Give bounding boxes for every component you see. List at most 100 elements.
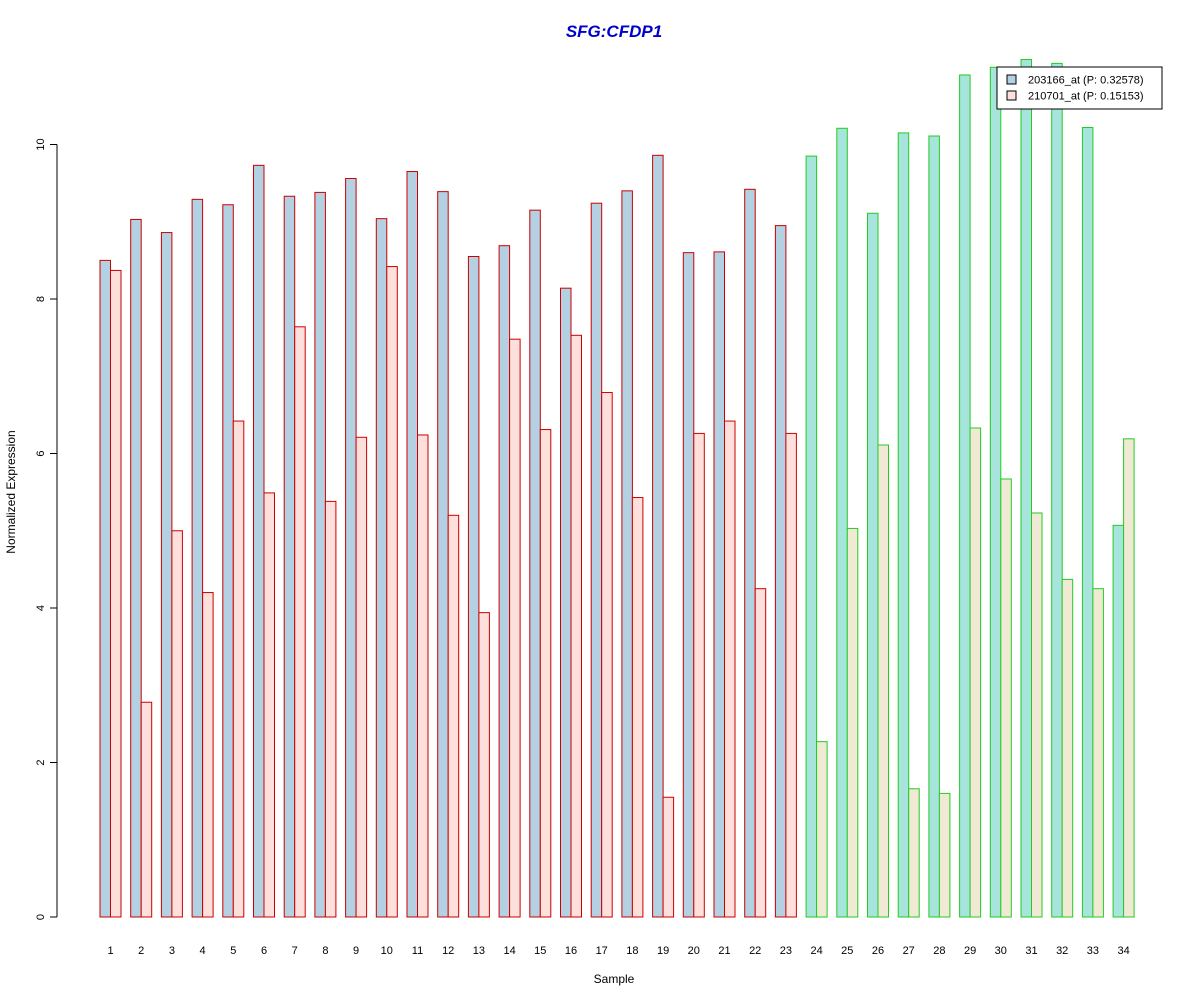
x-tick-label: 27 xyxy=(903,945,915,957)
bar-series2-sample-5 xyxy=(232,420,245,918)
bar-series1-sample-12 xyxy=(437,191,449,918)
bar-series2-sample-17 xyxy=(601,391,613,918)
bar-series1-sample-7 xyxy=(283,195,296,918)
bar-series1-sample-24 xyxy=(805,155,818,918)
bar-series2-sample-15 xyxy=(539,429,552,918)
legend-label-2: 210701_at (P: 0.15153) xyxy=(1028,91,1144,103)
x-tick-label: 21 xyxy=(718,945,730,957)
bar-series2-sample-13 xyxy=(478,612,490,918)
x-tick-label: 8 xyxy=(322,945,328,957)
y-tick-label: 0 xyxy=(35,914,47,920)
bar-series2-sample-19 xyxy=(662,796,675,918)
bar-series1-sample-17 xyxy=(590,202,603,918)
x-tick-label: 19 xyxy=(657,945,669,957)
x-tick-label: 9 xyxy=(353,945,359,957)
y-tick-label: 10 xyxy=(35,138,47,150)
y-tick-label: 2 xyxy=(35,759,47,765)
y-tick-label: 4 xyxy=(35,605,47,611)
bar-series2-sample-32 xyxy=(1061,578,1074,918)
bar-series2-sample-7 xyxy=(294,326,306,918)
bar-series1-sample-8 xyxy=(314,191,326,918)
x-tick-label: 34 xyxy=(1117,945,1129,957)
bar-series2-sample-22 xyxy=(754,588,767,918)
legend-swatch-1 xyxy=(1006,74,1017,85)
chart-title: SFG:CFDP1 xyxy=(566,22,662,41)
bar-series1-sample-2 xyxy=(130,218,142,918)
bar-series1-sample-31 xyxy=(1020,59,1032,918)
bar-series1-sample-9 xyxy=(345,177,357,918)
bar-series1-sample-34 xyxy=(1112,524,1125,918)
bar-series2-sample-34 xyxy=(1123,438,1135,918)
legend-box xyxy=(996,66,1163,110)
bar-series2-sample-18 xyxy=(631,497,644,918)
x-tick-label: 26 xyxy=(872,945,884,957)
x-tick-label: 18 xyxy=(626,945,638,957)
x-tick-label: 14 xyxy=(503,945,515,957)
legend-label-1: 203166_at (P: 0.32578) xyxy=(1028,75,1144,87)
x-tick-label: 1 xyxy=(107,945,113,957)
bar-series1-sample-29 xyxy=(959,74,971,918)
bar-series2-sample-30 xyxy=(1000,478,1012,918)
bar-series2-sample-2 xyxy=(140,701,153,918)
bar-series2-sample-25 xyxy=(846,527,859,918)
bar-series1-sample-18 xyxy=(621,190,633,918)
x-tick-label: 7 xyxy=(292,945,298,957)
x-tick-label: 5 xyxy=(230,945,236,957)
x-tick-label: 16 xyxy=(565,945,577,957)
bar-series1-sample-4 xyxy=(191,198,204,918)
bars-layer xyxy=(99,59,1135,918)
legend-swatch-2 xyxy=(1006,90,1017,101)
x-tick-label: 17 xyxy=(596,945,608,957)
bar-series1-sample-15 xyxy=(529,209,541,918)
bar-series1-sample-23 xyxy=(774,225,787,918)
bar-series2-sample-8 xyxy=(324,500,337,918)
y-axis-label: Normalized Expression xyxy=(4,430,18,553)
x-tick-label: 28 xyxy=(933,945,945,957)
x-axis-tick-labels: 1 2 3 4 5 6 7 8 9 10 11 12 13 14 15 16 17 18 19 20 21 22 23 24 2… xyxy=(107,945,1129,957)
bar-series1-sample-1 xyxy=(99,259,111,918)
bar-series1-sample-3 xyxy=(160,232,173,918)
x-tick-label: 25 xyxy=(841,945,853,957)
bar-series1-sample-25 xyxy=(836,127,848,918)
bar-series1-sample-14 xyxy=(498,245,511,918)
bar-series2-sample-10 xyxy=(386,266,398,918)
bar-series2-sample-24 xyxy=(816,741,828,918)
bar-series1-sample-33 xyxy=(1081,127,1094,918)
legend: 203166_at (P: 0.32578) 210701_at (P: 0.15… xyxy=(996,66,1163,110)
x-tick-label: 10 xyxy=(381,945,393,957)
x-tick-label: 24 xyxy=(810,945,822,957)
x-tick-label: 32 xyxy=(1056,945,1068,957)
bar-series1-sample-28 xyxy=(928,135,940,918)
x-tick-label: 4 xyxy=(200,945,206,957)
bar-series2-sample-9 xyxy=(355,436,368,918)
bar-series2-sample-27 xyxy=(908,788,920,918)
bar-series2-sample-11 xyxy=(417,434,429,918)
bar-series1-sample-26 xyxy=(867,212,879,918)
bar-series2-sample-29 xyxy=(969,427,982,918)
bar-series1-sample-20 xyxy=(682,252,695,918)
bar-series2-sample-20 xyxy=(693,432,705,918)
bar-series2-sample-1 xyxy=(110,269,122,918)
bar-series2-sample-3 xyxy=(171,530,183,918)
bar-series1-sample-6 xyxy=(253,164,265,918)
bar-series2-sample-4 xyxy=(202,592,214,918)
bar-series1-sample-5 xyxy=(222,204,234,918)
bar-series1-sample-10 xyxy=(375,218,388,918)
y-tick-label: 6 xyxy=(35,450,47,456)
y-axis: 0 2 4 6 8 10 xyxy=(35,138,58,920)
x-tick-label: 22 xyxy=(749,945,761,957)
bar-series2-sample-16 xyxy=(570,334,582,918)
bar-series1-sample-22 xyxy=(744,188,756,918)
y-tick-label: 8 xyxy=(35,296,47,302)
bar-series2-sample-33 xyxy=(1092,588,1104,918)
bar-series1-sample-21 xyxy=(713,251,725,918)
bar-series2-sample-21 xyxy=(724,420,736,918)
x-axis-label: Sample xyxy=(594,972,635,986)
bar-series1-sample-13 xyxy=(467,256,480,918)
bar-series1-sample-32 xyxy=(1051,62,1063,918)
bar-series2-sample-12 xyxy=(447,514,460,918)
bar-series1-sample-11 xyxy=(406,171,418,918)
x-tick-label: 30 xyxy=(995,945,1007,957)
x-tick-label: 12 xyxy=(442,945,454,957)
